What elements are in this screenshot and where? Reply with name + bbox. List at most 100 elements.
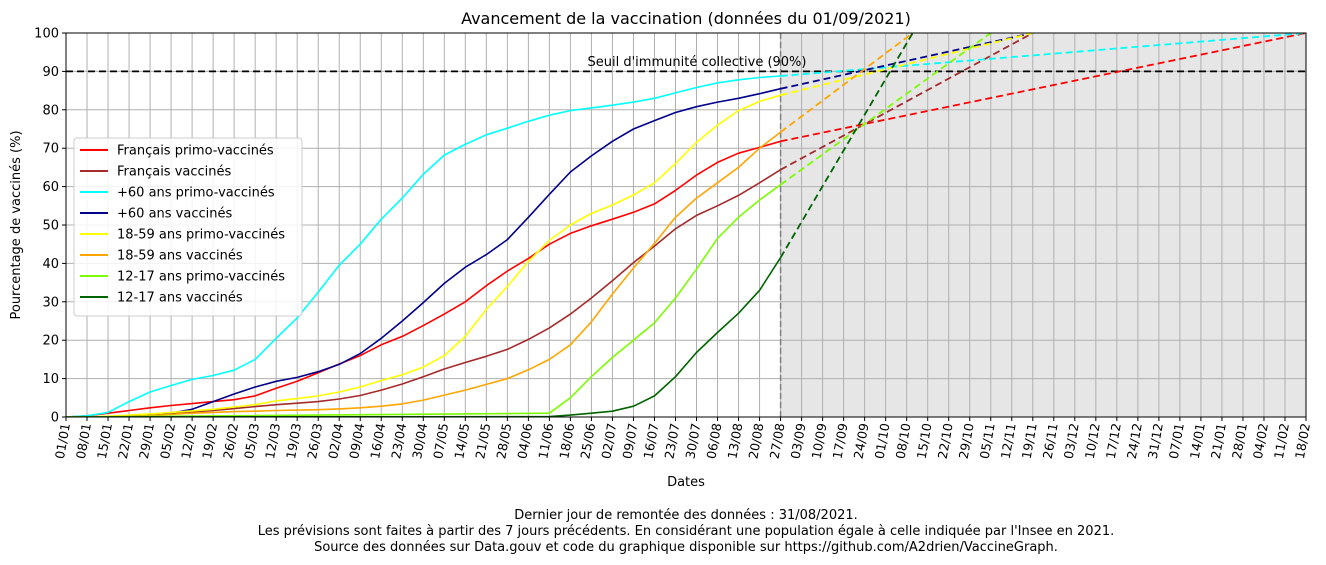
x-tick-label: 23/07: [661, 422, 682, 460]
x-tick-label: 19/02: [199, 422, 220, 460]
x-tick-label: 23/04: [388, 422, 409, 460]
x-tick-label: 22/10: [935, 422, 956, 460]
x-tick-label: 16/04: [367, 422, 388, 460]
footer-line-2: Les prévisions sont faites à partir des …: [257, 524, 1115, 539]
threshold-label: Seuil d'immunité collective (90%): [588, 55, 807, 70]
series-line-6: [66, 184, 782, 417]
series-line-0: [66, 140, 781, 417]
x-tick-label: 05/11: [977, 422, 998, 460]
x-tick-label: 12/11: [998, 422, 1019, 460]
x-tick-label: 18/02: [1292, 422, 1313, 460]
x-tick-label: 30/04: [409, 422, 430, 460]
x-tick-label: 10/09: [809, 422, 830, 460]
series-line-5: [66, 131, 782, 417]
x-tick-label: 10/12: [1082, 422, 1103, 460]
x-tick-label: 28/01: [1229, 422, 1250, 460]
vaccination-chart: 01/01 08/01 15/01 22/01 29/01 05/02 12/02 19/02…: [9, 9, 1313, 490]
chart-title: Avancement de la vaccination (données du…: [461, 9, 911, 28]
x-tick-label: 01/01: [52, 422, 73, 460]
x-tick-label: 04/06: [514, 422, 535, 460]
x-tick-label: 09/07: [619, 422, 640, 460]
x-tick-label: 19/11: [1019, 422, 1040, 460]
x-tick-label: 11/02: [1271, 422, 1292, 460]
x-tick-label: 04/02: [1250, 422, 1271, 460]
x-tick-label: 14/05: [451, 422, 472, 460]
x-tick-label: 17/09: [830, 422, 851, 460]
forecast-line-1: [780, 33, 1034, 171]
x-tick-label: 03/09: [788, 422, 809, 460]
x-tick-label: 14/01: [1187, 422, 1208, 460]
x-tick-label: 29/10: [956, 422, 977, 460]
x-tick-label: 11/06: [535, 422, 556, 460]
x-tick-label: 02/07: [598, 422, 619, 460]
x-tick-label: 01/10: [872, 422, 893, 460]
x-tick-label: 13/08: [724, 422, 745, 460]
x-tick-label: 27/08: [767, 422, 788, 460]
x-tick-label: 05/03: [241, 422, 262, 460]
series-line-4: [66, 94, 781, 417]
y-tick-label: 70: [42, 142, 59, 157]
x-tick-label: 07/01: [1166, 422, 1187, 460]
y-tick-label: 60: [42, 180, 59, 195]
x-tick-label: 30/07: [682, 422, 703, 460]
y-tick-label: 90: [42, 65, 59, 80]
forecast-line-6: [780, 33, 992, 186]
x-tick-label: 03/12: [1061, 422, 1082, 460]
forecast-line-3: [780, 33, 1033, 90]
x-tick-label: 12/02: [178, 422, 199, 460]
series: [66, 33, 1306, 417]
legend-box: [73, 137, 303, 317]
legend-label: 12-17 ans primo-vaccinés: [117, 270, 285, 285]
x-tick-label: 26/11: [1040, 422, 1061, 460]
legend: Français primo-vaccinés Français vaccinés…: [73, 137, 303, 317]
x-tick-label: 15/10: [914, 422, 935, 460]
series-line-7: [66, 257, 782, 417]
x-tick-label: 19/03: [283, 422, 304, 460]
y-tick-label: 20: [42, 334, 59, 349]
x-tick-label: 26/02: [220, 422, 241, 460]
y-tick-label: 10: [42, 372, 59, 387]
footer-line-1: Dernier jour de remontée des données : 3…: [514, 508, 858, 523]
x-tick-label: 06/08: [703, 422, 724, 460]
x-tick-label: 22/01: [115, 422, 136, 460]
x-tick-label: 09/04: [346, 422, 367, 460]
legend-label: 12-17 ans vaccinés: [117, 291, 243, 306]
x-tick-label: 21/05: [472, 422, 493, 460]
x-tick-label: 24/09: [851, 422, 872, 460]
x-tick-label: 05/02: [157, 422, 178, 460]
x-tick-label: 16/07: [640, 422, 661, 460]
x-tick-label: 21/01: [1208, 422, 1229, 460]
legend-label: 18-59 ans primo-vaccinés: [117, 228, 285, 243]
x-tick-label: 08/10: [893, 422, 914, 460]
x-tick-label: 26/03: [304, 422, 325, 460]
legend-label: Français primo-vaccinés: [117, 144, 274, 159]
forecast-line-5: [780, 33, 914, 133]
legend-label: +60 ans primo-vaccinés: [117, 186, 275, 201]
x-tick-label: 08/01: [73, 422, 94, 460]
x-tick-label: 31/12: [1145, 422, 1166, 460]
x-tick-label: 18/06: [556, 422, 577, 460]
series-line-2: [66, 75, 781, 417]
legend-label: 18-59 ans vaccinés: [117, 249, 243, 264]
x-tick-label: 17/12: [1103, 422, 1124, 460]
y-axis-label: Pourcentage de vaccinés (%): [9, 130, 24, 319]
x-tick-label: 12/03: [262, 422, 283, 460]
y-tick-label: 50: [42, 219, 59, 234]
x-tick-label: 29/01: [136, 422, 157, 460]
y-tick-label: 40: [42, 257, 59, 272]
y-tick-label: 80: [42, 103, 59, 118]
x-tick-label: 28/05: [493, 422, 514, 460]
y-tick-label: 100: [34, 27, 59, 42]
x-tick-label: 15/01: [94, 422, 115, 460]
x-tick-label: 02/04: [325, 422, 346, 460]
y-tick-label: 30: [42, 295, 59, 310]
x-tick-label: 24/12: [1124, 422, 1145, 460]
x-tick-label: 07/05: [430, 422, 451, 460]
legend-label: Français vaccinés: [117, 165, 232, 180]
footer-line-3: Source des données sur Data.gouv et code…: [314, 540, 1058, 555]
x-tick-label: 25/06: [577, 422, 598, 460]
y-tick-label: 0: [51, 411, 59, 426]
x-tick-label: 20/08: [745, 422, 766, 460]
plot-frame: [65, 32, 1307, 418]
x-axis-label: Dates: [667, 475, 705, 490]
